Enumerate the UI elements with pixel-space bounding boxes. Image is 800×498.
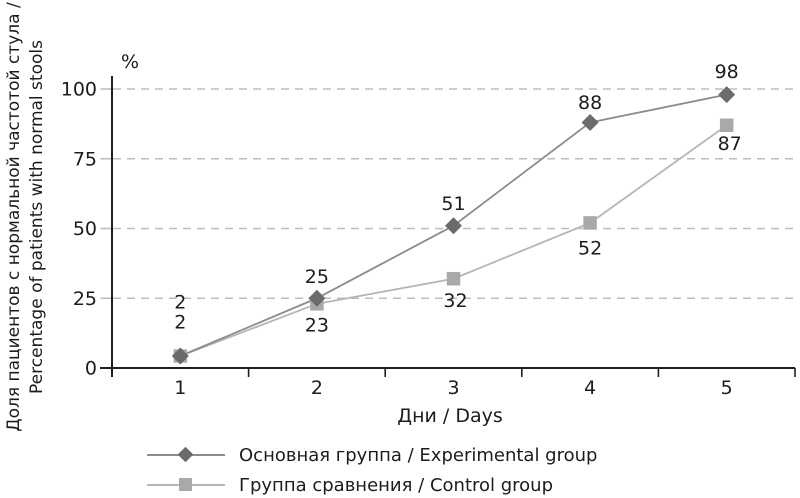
marker-square <box>583 216 597 230</box>
legend-item-control: Группа сравнения / Control group <box>147 470 597 498</box>
y-tick-label: 100 <box>61 79 97 101</box>
y-tick-label: 0 <box>85 358 97 380</box>
data-label: 98 <box>715 61 739 83</box>
marker-square <box>446 271 461 286</box>
x-tick-label: 1 <box>174 377 186 399</box>
marker-diamond <box>581 113 599 131</box>
data-label: 25 <box>305 266 329 288</box>
x-axis-title: Дни / Days <box>397 405 503 427</box>
marker-diamond <box>171 347 189 365</box>
marker-square <box>719 118 734 133</box>
diamond-icon <box>177 446 194 463</box>
x-tick-label: 2 <box>311 377 323 399</box>
data-label: 87 <box>718 133 742 155</box>
legend-item-experimental: Основная группа / Experimental group <box>147 440 597 470</box>
legend-swatch-control <box>147 477 225 493</box>
data-label: 23 <box>305 314 329 336</box>
data-label: 2 <box>174 312 186 334</box>
marker-diamond <box>308 289 326 307</box>
x-tick-label: 4 <box>584 377 596 399</box>
data-label: 32 <box>443 290 467 312</box>
data-label: 52 <box>578 237 602 259</box>
y-axis-title: Доля пациентов с нормальной частотой сту… <box>3 2 49 432</box>
y-tick-label: 25 <box>73 288 97 310</box>
legend-swatch-experimental <box>147 446 225 463</box>
legend-label-experimental: Основная группа / Experimental group <box>239 444 598 466</box>
x-tick-label: 3 <box>447 377 459 399</box>
y-unit-label: % <box>121 51 140 73</box>
legend-label-control: Группа сравнения / Control group <box>239 474 554 496</box>
y-axis-title-line2: Percentage of patients with normal stool… <box>27 40 47 394</box>
y-tick-label: 75 <box>73 148 97 170</box>
y-axis-title-line1: Доля пациентов с нормальной частотой сту… <box>4 2 24 432</box>
x-tick-label: 5 <box>721 377 733 399</box>
data-label: 51 <box>441 193 465 215</box>
square-icon <box>179 478 192 491</box>
legend: Основная группа / Experimental group Гру… <box>147 440 597 498</box>
data-label: 2 <box>174 292 186 314</box>
marker-diamond <box>445 217 462 235</box>
marker-diamond <box>718 86 736 104</box>
y-tick-label: 50 <box>73 218 97 240</box>
data-label: 88 <box>578 92 602 114</box>
